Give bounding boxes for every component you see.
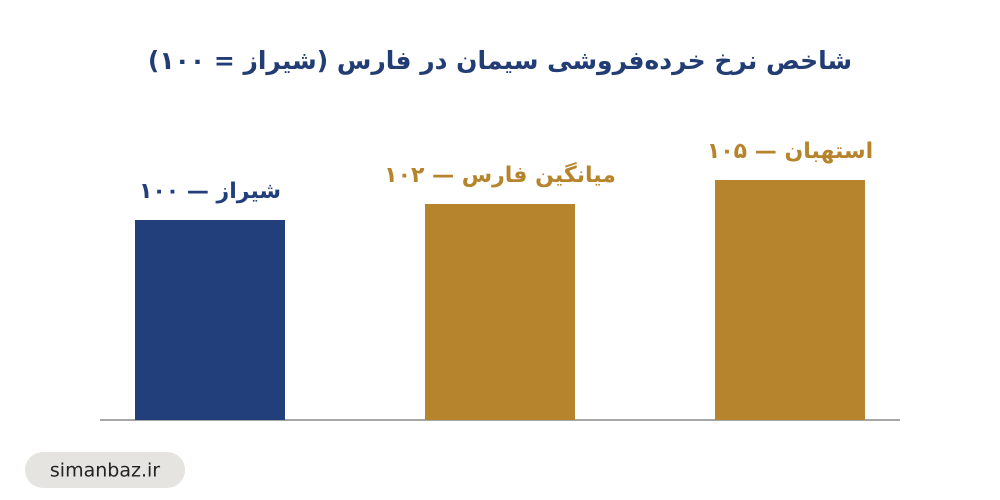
value-label: شیراز — ۱۰۰ xyxy=(139,179,281,204)
value-label: میانگین فارس — ۱۰۲ xyxy=(384,161,616,188)
bar xyxy=(135,220,285,420)
watermark-pill xyxy=(25,452,185,488)
bar xyxy=(715,180,865,420)
chart-title: شاخص نرخ خرده‌فروشی سیمان در فارس (شیراز… xyxy=(148,46,852,76)
watermark: simanbaz.ir xyxy=(50,460,160,482)
bar xyxy=(425,204,575,420)
value-label: استهبان — ۱۰۵ xyxy=(707,139,873,164)
